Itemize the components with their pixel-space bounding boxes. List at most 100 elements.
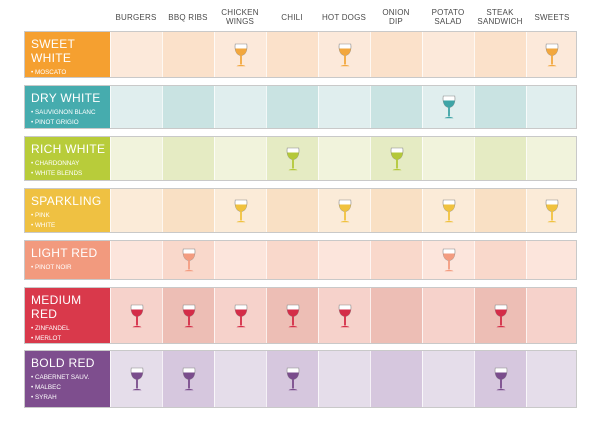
pairing-cell-burgers [110, 137, 162, 180]
wine-row-rich-white: RICH WHITE CHARDONNAYWHITE BLENDS [24, 136, 577, 181]
pairing-cell-burgers [110, 241, 162, 279]
wine-glass-icon [234, 43, 247, 66]
pairing-cell-sweets [526, 189, 576, 232]
variety-item: MALBEC [31, 383, 110, 393]
wine-glass-icon [338, 43, 351, 66]
wine-title: SPARKLING [31, 194, 102, 208]
pairing-cell-onion-dip [370, 137, 422, 180]
column-header-sweets: SWEETS [534, 12, 570, 22]
variety-list: PINOT NOIR [31, 263, 110, 273]
pairing-cell-onion-dip [370, 351, 422, 407]
pairing-cell-chili [266, 288, 318, 343]
variety-list: SAUVIGNON BLANCPINOT GRIGIO [31, 108, 110, 128]
variety-item: CHARDONNAY [31, 159, 110, 169]
pairing-cell-steak-sandwich [474, 86, 526, 128]
pairing-cell-potato-salad [422, 241, 474, 279]
pairing-cell-bbq-ribs [162, 137, 214, 180]
variety-item: WHITE BLENDS [31, 169, 110, 179]
column-header-chicken-wings: CHICKEN WINGS [221, 8, 259, 26]
wine-glass-icon [182, 367, 195, 391]
pairing-cell-chili [266, 137, 318, 180]
pairing-cell-burgers [110, 351, 162, 407]
variety-item: ZINFANDEL [31, 324, 110, 334]
wine-row-medium-red: MEDIUM RED ZINFANDELMERLOTRED BLEND [24, 287, 577, 352]
pairing-cell-potato-salad [422, 351, 474, 407]
pairing-cell-potato-salad [422, 189, 474, 232]
pairing-cell-burgers [110, 288, 162, 343]
pairing-cell-steak-sandwich [474, 351, 526, 407]
wine-label: MEDIUM RED ZINFANDELMERLOTRED BLEND [25, 288, 110, 352]
pairing-cell-chicken-wings [214, 86, 266, 128]
wine-title: DRY WHITE [31, 91, 101, 105]
wine-glass-icon [494, 367, 507, 391]
pairing-cell-steak-sandwich [474, 137, 526, 180]
column-header-burgers: BURGERS [115, 12, 157, 22]
pairing-cell-chicken-wings [214, 189, 266, 232]
wine-row-sparkling: SPARKLING PINKWHITE [24, 188, 577, 233]
pairing-cell-hot-dogs [318, 241, 370, 279]
pairing-cell-bbq-ribs [162, 241, 214, 279]
wine-title: RICH WHITE [31, 142, 106, 156]
pairing-cell-chicken-wings [214, 137, 266, 180]
pairing-cell-steak-sandwich [474, 189, 526, 232]
pairing-cell-hot-dogs [318, 137, 370, 180]
wine-glass-icon [338, 199, 351, 222]
wine-glass-icon [130, 367, 143, 391]
variety-item: WHITE [31, 221, 110, 231]
wine-glass-icon [182, 248, 195, 272]
pairing-cell-onion-dip [370, 32, 422, 77]
pairing-cell-onion-dip [370, 241, 422, 279]
variety-item: SYRAH [31, 393, 110, 403]
variety-item: PINOT GRIGIO [31, 118, 110, 128]
wine-glass-icon [390, 147, 403, 170]
pairing-cell-hot-dogs [318, 189, 370, 232]
wine-row-bold-red: BOLD RED CABERNET SAUV.MALBECSYRAH [24, 350, 577, 408]
pairing-cell-chicken-wings [214, 241, 266, 279]
pairing-cell-potato-salad [422, 137, 474, 180]
wine-glass-icon [182, 304, 195, 327]
variety-list: PINKWHITE [31, 211, 110, 231]
pairing-cell-sweets [526, 351, 576, 407]
variety-list: CHARDONNAYWHITE BLENDS [31, 159, 110, 179]
variety-item: PINOT NOIR [31, 263, 110, 273]
pairing-cell-onion-dip [370, 86, 422, 128]
pairing-cell-hot-dogs [318, 351, 370, 407]
variety-list: MOSCATORIESLING [31, 68, 110, 88]
wine-label: BOLD RED CABERNET SAUV.MALBECSYRAH [25, 351, 110, 407]
pairing-cell-bbq-ribs [162, 189, 214, 232]
wine-label: LIGHT RED PINOT NOIR [25, 241, 110, 279]
variety-item: SAUVIGNON BLANC [31, 108, 110, 118]
pairing-cell-bbq-ribs [162, 86, 214, 128]
pairing-cell-potato-salad [422, 288, 474, 343]
pairing-cell-sweets [526, 86, 576, 128]
wine-glass-icon [442, 95, 455, 119]
wine-glass-icon [545, 199, 558, 222]
wine-glass-icon [494, 304, 507, 327]
column-header-hot-dogs: HOT DOGS [321, 12, 367, 22]
pairing-cell-steak-sandwich [474, 32, 526, 77]
column-header-potato-salad: POTATO SALAD [431, 8, 465, 26]
pairing-cell-chicken-wings [214, 351, 266, 407]
wine-glass-icon [286, 367, 299, 391]
pairing-cell-chili [266, 32, 318, 77]
pairing-cell-steak-sandwich [474, 241, 526, 279]
pairing-cell-burgers [110, 86, 162, 128]
wine-row-sweet-white: SWEET WHITE MOSCATORIESLING [24, 31, 577, 86]
column-header-bbq-ribs: BBQ RIBS [168, 12, 208, 22]
pairing-cell-chicken-wings [214, 32, 266, 77]
wine-glass-icon [286, 304, 299, 327]
pairing-cell-chili [266, 86, 318, 128]
pairing-cell-chili [266, 351, 318, 407]
wine-glass-icon [286, 147, 299, 170]
variety-list: CABERNET SAUV.MALBECSYRAH [31, 373, 110, 403]
pairing-cell-burgers [110, 189, 162, 232]
pairing-cell-bbq-ribs [162, 32, 214, 77]
pairing-cell-hot-dogs [318, 86, 370, 128]
pairing-cell-onion-dip [370, 189, 422, 232]
pairing-cell-steak-sandwich [474, 288, 526, 343]
wine-label: DRY WHITE SAUVIGNON BLANCPINOT GRIGIO [25, 86, 110, 128]
wine-glass-icon [130, 304, 143, 327]
variety-item: RED BLEND [31, 344, 110, 354]
wine-title: MEDIUM RED [31, 293, 82, 321]
